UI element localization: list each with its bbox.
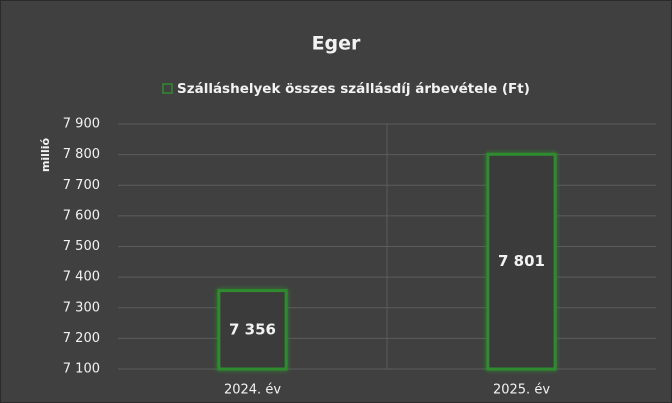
y-tick-label: 7 500: [63, 239, 100, 254]
y-tick-label: 7 900: [63, 117, 100, 132]
bar: [486, 152, 557, 371]
data-label: 7 356: [229, 320, 276, 338]
y-tick-label: 7 200: [63, 331, 100, 346]
y-tick-label: 7 600: [63, 208, 100, 223]
legend-swatch: [162, 83, 173, 94]
y-tick-label: 7 800: [63, 147, 100, 162]
x-tick-label: 2025. év: [493, 383, 550, 398]
chart-title: Eger: [312, 33, 361, 55]
legend-label: Szálláshelyek összes szállásdíj árbevéte…: [177, 81, 530, 97]
y-tick-label: 7 400: [63, 270, 100, 285]
y-tick-label: 7 100: [63, 362, 100, 377]
data-label: 7 801: [498, 252, 545, 270]
y-tick-label: 7 700: [63, 178, 100, 193]
x-tick-label: 2024. év: [224, 383, 281, 398]
y-tick-label: 7 300: [63, 300, 100, 315]
y-axis-label: millió: [39, 138, 52, 173]
bar: [217, 289, 288, 371]
